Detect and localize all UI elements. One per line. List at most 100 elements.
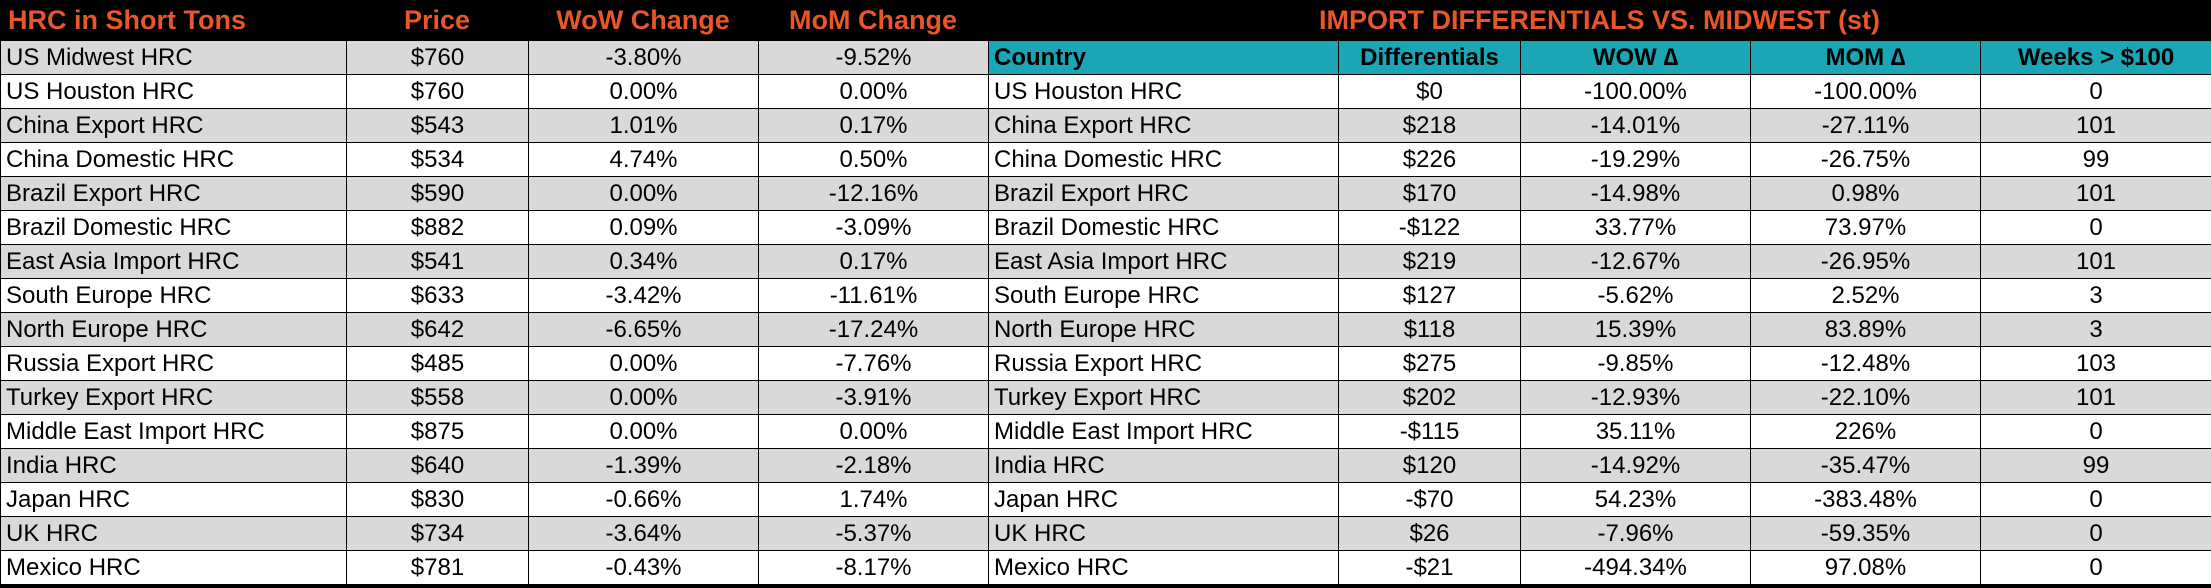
table-row: UK HRC $26 -7.96% -59.35% 0 xyxy=(988,516,2211,551)
country-cell: China Domestic HRC xyxy=(988,142,1339,177)
table-row: Middle East Import HRC -$115 35.11% 226% 0 xyxy=(988,414,2211,449)
mom-change-column-header: MoM Change xyxy=(789,4,957,35)
mom-change-cell: 1.74% xyxy=(758,482,989,517)
table-row: Russia Export HRC $485 0.00% -7.76% xyxy=(0,346,989,381)
price-cell: $760 xyxy=(346,40,529,75)
weeks-over-100-cell: 0 xyxy=(1980,482,2211,517)
mom-change-cell: 0.17% xyxy=(758,108,989,143)
market-name-cell: Japan HRC xyxy=(0,482,347,517)
market-name-cell: Russia Export HRC xyxy=(0,346,347,381)
mom-change-cell: 0.00% xyxy=(758,74,989,109)
wow-change-cell: 0.00% xyxy=(528,74,759,109)
import-differentials-header-row: Country Differentials WOW ∆ MOM ∆ Weeks … xyxy=(988,40,2211,75)
wow-change-cell: 0.00% xyxy=(528,414,759,449)
country-cell: North Europe HRC xyxy=(988,312,1339,347)
mom-delta-cell: -26.75% xyxy=(1750,142,1981,177)
mom-change-cell: -3.09% xyxy=(758,210,989,245)
differential-cell: -$122 xyxy=(1338,210,1521,245)
table-row: China Export HRC $218 -14.01% -27.11% 101 xyxy=(988,108,2211,143)
mom-change-cell: -2.18% xyxy=(758,448,989,483)
price-cell: $734 xyxy=(346,516,529,551)
hrc-short-tons-title: HRC in Short Tons xyxy=(8,4,246,35)
wow-delta-column-header: WOW ∆ xyxy=(1520,40,1751,75)
price-cell: $543 xyxy=(346,108,529,143)
wow-delta-cell: -14.92% xyxy=(1520,448,1751,483)
differential-cell: $170 xyxy=(1338,176,1521,211)
price-cell: $875 xyxy=(346,414,529,449)
country-cell: East Asia Import HRC xyxy=(988,244,1339,279)
country-cell: Brazil Domestic HRC xyxy=(988,210,1339,245)
mom-delta-cell: -22.10% xyxy=(1750,380,1981,415)
wow-change-cell: 4.74% xyxy=(528,142,759,177)
differential-cell: $226 xyxy=(1338,142,1521,177)
table-row: US Houston HRC $760 0.00% 0.00% xyxy=(0,74,989,109)
country-cell: Middle East Import HRC xyxy=(988,414,1339,449)
price-cell: $534 xyxy=(346,142,529,177)
country-cell: UK HRC xyxy=(988,516,1339,551)
mom-change-cell: -9.52% xyxy=(758,40,989,75)
table-row: China Domestic HRC $534 4.74% 0.50% xyxy=(0,142,989,177)
price-cell: $642 xyxy=(346,312,529,347)
weeks-over-100-cell: 0 xyxy=(1980,74,2211,109)
differential-cell: $118 xyxy=(1338,312,1521,347)
differential-cell: $219 xyxy=(1338,244,1521,279)
price-cell: $882 xyxy=(346,210,529,245)
wow-delta-cell: -14.98% xyxy=(1520,176,1751,211)
table-row: Mexico HRC -$21 -494.34% 97.08% 0 xyxy=(988,550,2211,585)
country-cell: Brazil Export HRC xyxy=(988,176,1339,211)
market-name-cell: US Houston HRC xyxy=(0,74,347,109)
hrc-price-panel: HRC in Short Tons Price WoW Change MoM C… xyxy=(0,0,989,585)
weeks-over-100-cell: 0 xyxy=(1980,550,2211,585)
table-row: Brazil Export HRC $590 0.00% -12.16% xyxy=(0,176,989,211)
wow-delta-cell: -100.00% xyxy=(1520,74,1751,109)
wow-change-cell: -0.66% xyxy=(528,482,759,517)
country-cell: India HRC xyxy=(988,448,1339,483)
wow-change-cell: -3.64% xyxy=(528,516,759,551)
differential-cell: $26 xyxy=(1338,516,1521,551)
country-cell: South Europe HRC xyxy=(988,278,1339,313)
weeks-over-100-cell: 101 xyxy=(1980,380,2211,415)
table-row: North Europe HRC $118 15.39% 83.89% 3 xyxy=(988,312,2211,347)
table-row: South Europe HRC $633 -3.42% -11.61% xyxy=(0,278,989,313)
differential-cell: -$70 xyxy=(1338,482,1521,517)
table-row: Turkey Export HRC $558 0.00% -3.91% xyxy=(0,380,989,415)
mom-change-cell: 0.00% xyxy=(758,414,989,449)
weeks-over-100-cell: 103 xyxy=(1980,346,2211,381)
table-row: China Domestic HRC $226 -19.29% -26.75% 99 xyxy=(988,142,2211,177)
hrc-price-table: US Midwest HRC $760 -3.80% -9.52% US Houston… xyxy=(0,40,989,585)
market-name-cell: Mexico HRC xyxy=(0,550,347,585)
price-cell: $541 xyxy=(346,244,529,279)
price-cell: $640 xyxy=(346,448,529,483)
differential-cell: $0 xyxy=(1338,74,1521,109)
table-row: Brazil Export HRC $170 -14.98% 0.98% 101 xyxy=(988,176,2211,211)
mom-change-cell: 0.17% xyxy=(758,244,989,279)
mom-delta-cell: -100.00% xyxy=(1750,74,1981,109)
mom-change-cell: -3.91% xyxy=(758,380,989,415)
weeks-over-100-cell: 0 xyxy=(1980,414,2211,449)
table-row: US Midwest HRC $760 -3.80% -9.52% xyxy=(0,40,989,75)
weeks-over-100-cell: 3 xyxy=(1980,312,2211,347)
country-cell: Turkey Export HRC xyxy=(988,380,1339,415)
table-row: Japan HRC $830 -0.66% 1.74% xyxy=(0,482,989,517)
mom-delta-cell: -383.48% xyxy=(1750,482,1981,517)
country-cell: Mexico HRC xyxy=(988,550,1339,585)
price-cell: $633 xyxy=(346,278,529,313)
wow-delta-cell: -12.67% xyxy=(1520,244,1751,279)
hrc-price-table-body: US Midwest HRC $760 -3.80% -9.52% US Houston… xyxy=(0,40,989,585)
table-row: South Europe HRC $127 -5.62% 2.52% 3 xyxy=(988,278,2211,313)
country-cell: China Export HRC xyxy=(988,108,1339,143)
weeks-over-100-cell: 101 xyxy=(1980,176,2211,211)
import-differentials-table-body: Country Differentials WOW ∆ MOM ∆ Weeks … xyxy=(988,40,2211,585)
wow-change-cell: -6.65% xyxy=(528,312,759,347)
mom-delta-cell: 0.98% xyxy=(1750,176,1981,211)
hrc-price-header-row: HRC in Short Tons Price WoW Change MoM C… xyxy=(0,0,988,40)
wow-delta-cell: -19.29% xyxy=(1520,142,1751,177)
wow-change-cell: -3.42% xyxy=(528,278,759,313)
market-name-cell: China Export HRC xyxy=(0,108,347,143)
country-cell: US Houston HRC xyxy=(988,74,1339,109)
market-name-cell: India HRC xyxy=(0,448,347,483)
price-cell: $590 xyxy=(346,176,529,211)
mom-change-cell: -7.76% xyxy=(758,346,989,381)
wow-delta-cell: -9.85% xyxy=(1520,346,1751,381)
